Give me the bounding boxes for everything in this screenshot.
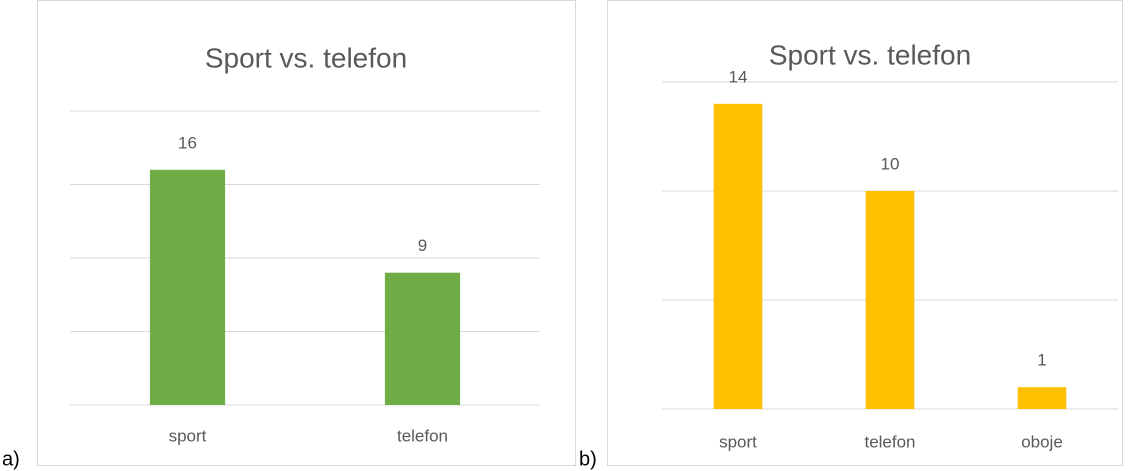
value-label: 14 bbox=[729, 67, 748, 86]
panel-label: a) bbox=[2, 448, 20, 470]
x-tick-label: telefon bbox=[864, 432, 915, 451]
value-label: 10 bbox=[881, 154, 900, 173]
x-tick-label: sport bbox=[169, 426, 207, 445]
value-label: 9 bbox=[418, 236, 427, 255]
value-label: 1 bbox=[1037, 351, 1046, 370]
x-tick-label: telefon bbox=[397, 426, 448, 445]
chart-title: Sport vs. telefon bbox=[205, 42, 407, 73]
value-label: 16 bbox=[178, 133, 197, 152]
bar bbox=[384, 272, 461, 405]
bar bbox=[1017, 387, 1067, 409]
x-tick-label: oboje bbox=[1021, 432, 1063, 451]
bar bbox=[149, 169, 226, 405]
bar bbox=[865, 191, 915, 409]
x-tick-label: sport bbox=[719, 432, 757, 451]
chart-frame bbox=[37, 0, 576, 466]
bar bbox=[713, 103, 763, 410]
panel-label: b) bbox=[579, 448, 597, 470]
chart-title: Sport vs. telefon bbox=[769, 39, 971, 70]
